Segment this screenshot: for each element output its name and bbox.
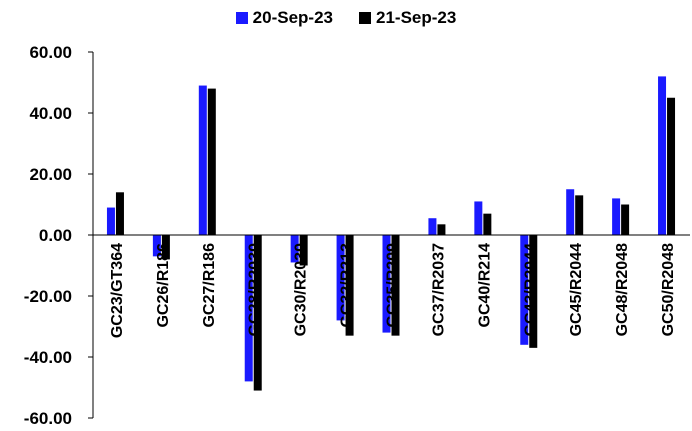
x-category-label: GC45/R2044 (568, 243, 585, 336)
bar-series-2 (161, 235, 170, 260)
bar-series-2 (299, 235, 308, 266)
x-category-label: GC37/R2037 (430, 243, 447, 336)
x-category-label: GC26/R186 (155, 243, 172, 328)
y-tick-label: 40.00 (29, 104, 72, 123)
x-category-label: GC50/R2048 (660, 243, 677, 336)
bar-series-2 (575, 195, 584, 235)
bar-series-1 (658, 76, 667, 236)
y-tick-label: -40.00 (24, 348, 72, 367)
bar-series-2 (115, 192, 124, 235)
bar-series-2 (391, 235, 400, 336)
bar-series-1 (566, 189, 575, 235)
y-tick-label: -20.00 (24, 287, 72, 306)
y-tick-label: 60.00 (29, 43, 72, 62)
bar-series-1 (382, 235, 391, 333)
bar-series-1 (428, 218, 437, 235)
bar-series-1 (198, 85, 207, 235)
bar-series-2 (483, 213, 492, 235)
legend-swatch-series-1 (235, 12, 248, 24)
chart-legend: 20-Sep-23 21-Sep-23 (0, 8, 692, 28)
bar-series-2 (253, 235, 262, 391)
x-category-label: GC23/GT364 (109, 243, 126, 338)
bar-series-2 (207, 88, 216, 235)
y-tick-label: 20.00 (29, 165, 72, 184)
legend-item-series-2: 21-Sep-23 (359, 8, 456, 28)
bar-series-1 (290, 235, 299, 263)
x-category-label: GC28/R2030 (247, 243, 264, 336)
bar-series-1 (152, 235, 161, 257)
bar-series-1 (520, 235, 529, 345)
bar-series-1 (106, 207, 115, 235)
bar-series-2 (437, 224, 446, 235)
x-category-label: GC43/R2044 (522, 243, 539, 336)
x-category-label: GC27/R186 (201, 243, 218, 328)
legend-item-series-1: 20-Sep-23 (235, 8, 333, 28)
legend-label-series-2: 21-Sep-23 (376, 8, 457, 27)
y-tick-label: 0.00 (39, 226, 72, 245)
x-category-label: GC40/R214 (476, 243, 493, 328)
legend-swatch-series-2 (359, 12, 371, 24)
bar-series-1 (244, 235, 253, 382)
bar-series-1 (474, 201, 483, 235)
x-category-label: GC30/R2030 (293, 243, 310, 336)
bar-series-2 (529, 235, 538, 348)
bar-series-1 (612, 198, 621, 235)
x-category-label: GC35/R209 (385, 243, 402, 328)
bar-series-1 (336, 235, 345, 321)
bar-series-2 (667, 97, 676, 235)
x-category-label: GC48/R2048 (614, 243, 631, 336)
y-tick-label: -60.00 (24, 409, 72, 428)
x-category-label: GC32/R213 (339, 243, 356, 328)
bar-series-2 (345, 235, 354, 336)
legend-label-series-1: 20-Sep-23 (252, 8, 333, 27)
bar-series-2 (621, 204, 630, 235)
